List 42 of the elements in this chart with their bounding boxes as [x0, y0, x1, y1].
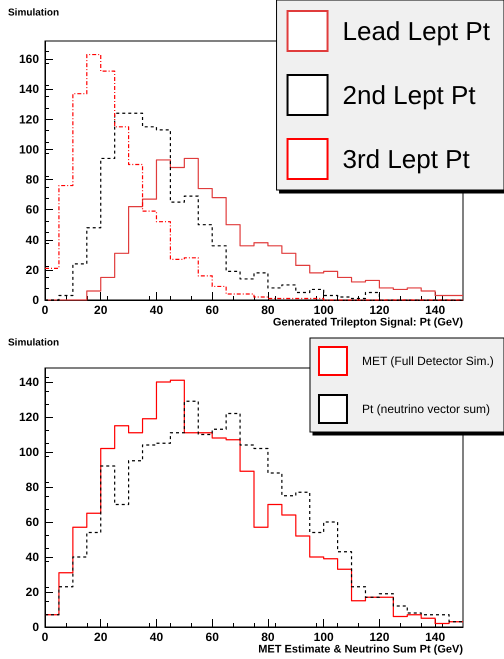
y-tick-label: 80	[26, 172, 40, 187]
y-tick-label: 60	[26, 515, 40, 529]
x-tick-label: 140	[425, 630, 446, 644]
x-tick-label: 100	[314, 303, 334, 317]
x-tick-label: 20	[94, 630, 108, 644]
y-tick-label: 80	[26, 480, 40, 494]
y-tick-label: 100	[18, 142, 40, 156]
text: Simulation	[8, 8, 60, 18]
x-tick-label: 100	[314, 630, 334, 644]
y-tick-label: 20	[26, 585, 40, 599]
y-tick-label: 100	[18, 445, 40, 459]
x-tick-label: 80	[261, 630, 275, 644]
y-tick-label: 120	[18, 112, 40, 126]
y-tick-label: 140	[18, 82, 40, 96]
legend-label: 2nd Lept Pt	[342, 80, 476, 110]
y-tick-label: 40	[26, 232, 40, 247]
x-tick-label: 80	[261, 303, 275, 317]
text: Simulation	[8, 338, 60, 348]
y-tick-label: 60	[26, 202, 40, 217]
x-tick-label: 60	[206, 303, 220, 317]
y-tick-label: 120	[18, 410, 40, 424]
y-tick-label: 0	[32, 620, 40, 634]
y-tick-label: 140	[18, 375, 40, 389]
y-tick-label: 40	[26, 550, 40, 564]
legend-label: 3rd Lept Pt	[342, 144, 471, 174]
x-tick-label: 60	[206, 630, 220, 644]
x-tick-label: 0	[42, 630, 49, 644]
x-tick-label: 120	[369, 630, 390, 644]
x-tick-label: 140	[425, 303, 446, 317]
x-tick-label: 20	[94, 303, 108, 317]
x-tick-label: 40	[150, 303, 164, 317]
y-tick-label: 0	[32, 293, 40, 307]
y-tick-label: 20	[26, 262, 40, 277]
x-axis-title: Generated Trilepton Signal: Pt (GeV)	[272, 316, 464, 328]
y-tick-label: 160	[18, 52, 40, 66]
legend-label: Pt (neutrino vector sum)	[362, 402, 490, 416]
x-tick-label: 120	[369, 303, 390, 317]
legend-label: MET (Full Detector Sim.)	[362, 354, 494, 368]
x-axis-title: MET Estimate & Neutrino Sum Pt (GeV)	[258, 644, 464, 656]
x-tick-label: 0	[42, 303, 49, 317]
x-tick-label: 40	[150, 630, 164, 644]
legend-label: Lead Lept Pt	[342, 16, 491, 46]
